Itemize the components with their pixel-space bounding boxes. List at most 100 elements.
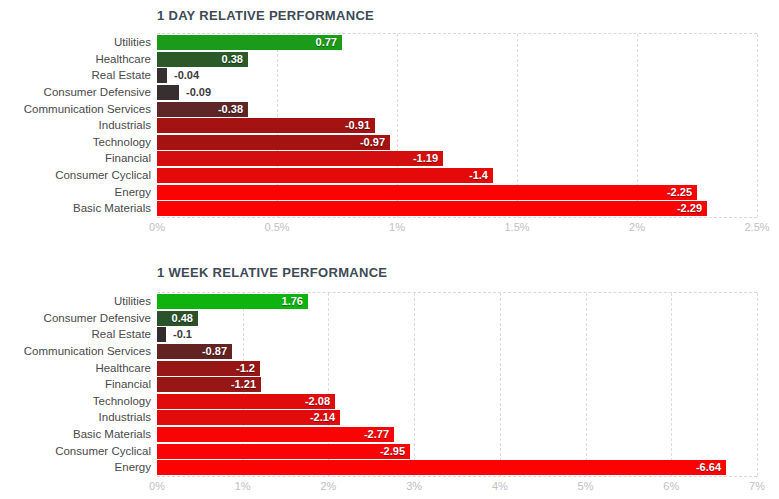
bar-row: Healthcare0.38 [157, 52, 757, 67]
bar-industrials[interactable]: -2.14 [157, 410, 340, 425]
value-label: -1.2 [236, 361, 255, 376]
gridline [757, 293, 758, 476]
axis-tick-label: 1% [235, 480, 251, 492]
value-label: -0.09 [186, 85, 211, 100]
bar-consumer-defensive[interactable]: 0.48 [157, 311, 198, 326]
sector-label: Consumer Defensive [1, 85, 151, 100]
bar-row: -0.1Real Estate [157, 327, 757, 342]
bar-row: -0.09Consumer Defensive [157, 85, 757, 100]
axis-tick-label: 7% [749, 480, 765, 492]
value-label: 0.77 [316, 35, 337, 50]
bar-row: Healthcare-1.2 [157, 361, 757, 376]
value-label: -2.25 [667, 185, 692, 200]
value-label: -2.77 [364, 427, 389, 442]
sector-label: Industrials [1, 410, 151, 425]
value-label: -0.1 [173, 327, 192, 342]
axis-tick-label: 6% [663, 480, 679, 492]
sector-label: Consumer Cyclical [1, 444, 151, 459]
value-label: -1.4 [469, 168, 488, 183]
week-chart-x-axis: 0%1%2%3%4%5%6%7% [157, 478, 757, 492]
axis-tick-label: 2% [320, 480, 336, 492]
sector-label: Consumer Defensive [1, 311, 151, 326]
axis-tick-label: 4% [492, 480, 508, 492]
sector-label: Healthcare [1, 361, 151, 376]
week-chart-plot: Utilities1.76 Consumer Defensive0.48-0.1R… [157, 292, 757, 477]
bar-row: Communication Services-0.38 [157, 102, 757, 117]
bar-row: -0.04Real Estate [157, 68, 757, 83]
relative-performance-page: { "page": { "background": "#ffffff", "ti… [0, 0, 779, 499]
bar-industrials[interactable]: -0.91 [157, 118, 375, 133]
gridline [757, 34, 758, 217]
value-label: -0.38 [218, 102, 243, 117]
sector-label: Industrials [1, 118, 151, 133]
value-label: -0.04 [174, 68, 199, 83]
day-chart-plot: Utilities0.77 Healthcare0.38-0.04Real Est… [157, 33, 757, 218]
bar-financial[interactable]: -1.21 [157, 377, 261, 392]
sector-label: Financial [1, 377, 151, 392]
bar-technology[interactable]: -2.08 [157, 394, 335, 409]
axis-tick-label: 5% [578, 480, 594, 492]
sector-label: Communication Services [1, 102, 151, 117]
bar-energy[interactable]: -2.25 [157, 185, 697, 200]
bar-row: Energy-2.25 [157, 185, 757, 200]
bar-consumer-cyclical[interactable]: -1.4 [157, 168, 493, 183]
bar-row: Basic Materials-2.77 [157, 427, 757, 442]
week-chart-title: 1 WEEK RELATIVE PERFORMANCE [157, 265, 387, 280]
sector-label: Financial [1, 151, 151, 166]
value-label: -0.97 [360, 135, 385, 150]
bar-real-estate[interactable] [157, 327, 166, 342]
day-chart-title: 1 DAY RELATIVE PERFORMANCE [157, 8, 374, 23]
bar-row: Technology-0.97 [157, 135, 757, 150]
value-label: -1.19 [413, 151, 438, 166]
value-label: -0.87 [202, 344, 227, 359]
axis-tick-label: 0.5% [264, 221, 289, 233]
bar-communication-services[interactable]: -0.38 [157, 102, 248, 117]
bar-consumer-cyclical[interactable]: -2.95 [157, 444, 410, 459]
sector-label: Energy [1, 460, 151, 475]
bar-row: Industrials-2.14 [157, 410, 757, 425]
bar-row: Consumer Defensive0.48 [157, 311, 757, 326]
value-label: 0.38 [222, 52, 243, 67]
axis-tick-label: 0% [149, 480, 165, 492]
bar-row: Industrials-0.91 [157, 118, 757, 133]
bar-communication-services[interactable]: -0.87 [157, 344, 232, 359]
bar-real-estate[interactable] [157, 68, 167, 83]
sector-label: Real Estate [1, 327, 151, 342]
bar-row: Consumer Cyclical-2.95 [157, 444, 757, 459]
bar-row: Financial-1.21 [157, 377, 757, 392]
bar-energy[interactable]: -6.64 [157, 460, 726, 475]
bar-row: Energy-6.64 [157, 460, 757, 475]
sector-label: Basic Materials [1, 427, 151, 442]
value-label: -2.95 [380, 444, 405, 459]
bar-row: Utilities0.77 [157, 35, 757, 50]
sector-label: Utilities [1, 35, 151, 50]
bar-utilities[interactable]: 1.76 [157, 294, 308, 309]
bar-technology[interactable]: -0.97 [157, 135, 390, 150]
sector-label: Energy [1, 185, 151, 200]
sector-label: Basic Materials [1, 201, 151, 216]
bar-utilities[interactable]: 0.77 [157, 35, 342, 50]
value-label: -2.14 [310, 410, 335, 425]
bar-basic-materials[interactable]: -2.29 [157, 201, 707, 216]
bar-row: Consumer Cyclical-1.4 [157, 168, 757, 183]
bar-financial[interactable]: -1.19 [157, 151, 443, 166]
value-label: 0.48 [172, 311, 193, 326]
sector-label: Real Estate [1, 68, 151, 83]
bar-row: Financial-1.19 [157, 151, 757, 166]
bar-row: Utilities1.76 [157, 294, 757, 309]
bar-healthcare[interactable]: -1.2 [157, 361, 260, 376]
bar-basic-materials[interactable]: -2.77 [157, 427, 394, 442]
axis-tick-label: 2.5% [744, 221, 769, 233]
sector-label: Utilities [1, 294, 151, 309]
axis-tick-label: 1% [389, 221, 405, 233]
value-label: -1.21 [231, 377, 256, 392]
sector-label: Technology [1, 394, 151, 409]
value-label: -0.91 [345, 118, 370, 133]
bar-row: Communication Services-0.87 [157, 344, 757, 359]
value-label: -6.64 [696, 460, 721, 475]
sector-label: Communication Services [1, 344, 151, 359]
value-label: -2.08 [305, 394, 330, 409]
bar-consumer-defensive[interactable] [157, 85, 179, 100]
bar-healthcare[interactable]: 0.38 [157, 52, 248, 67]
sector-label: Technology [1, 135, 151, 150]
